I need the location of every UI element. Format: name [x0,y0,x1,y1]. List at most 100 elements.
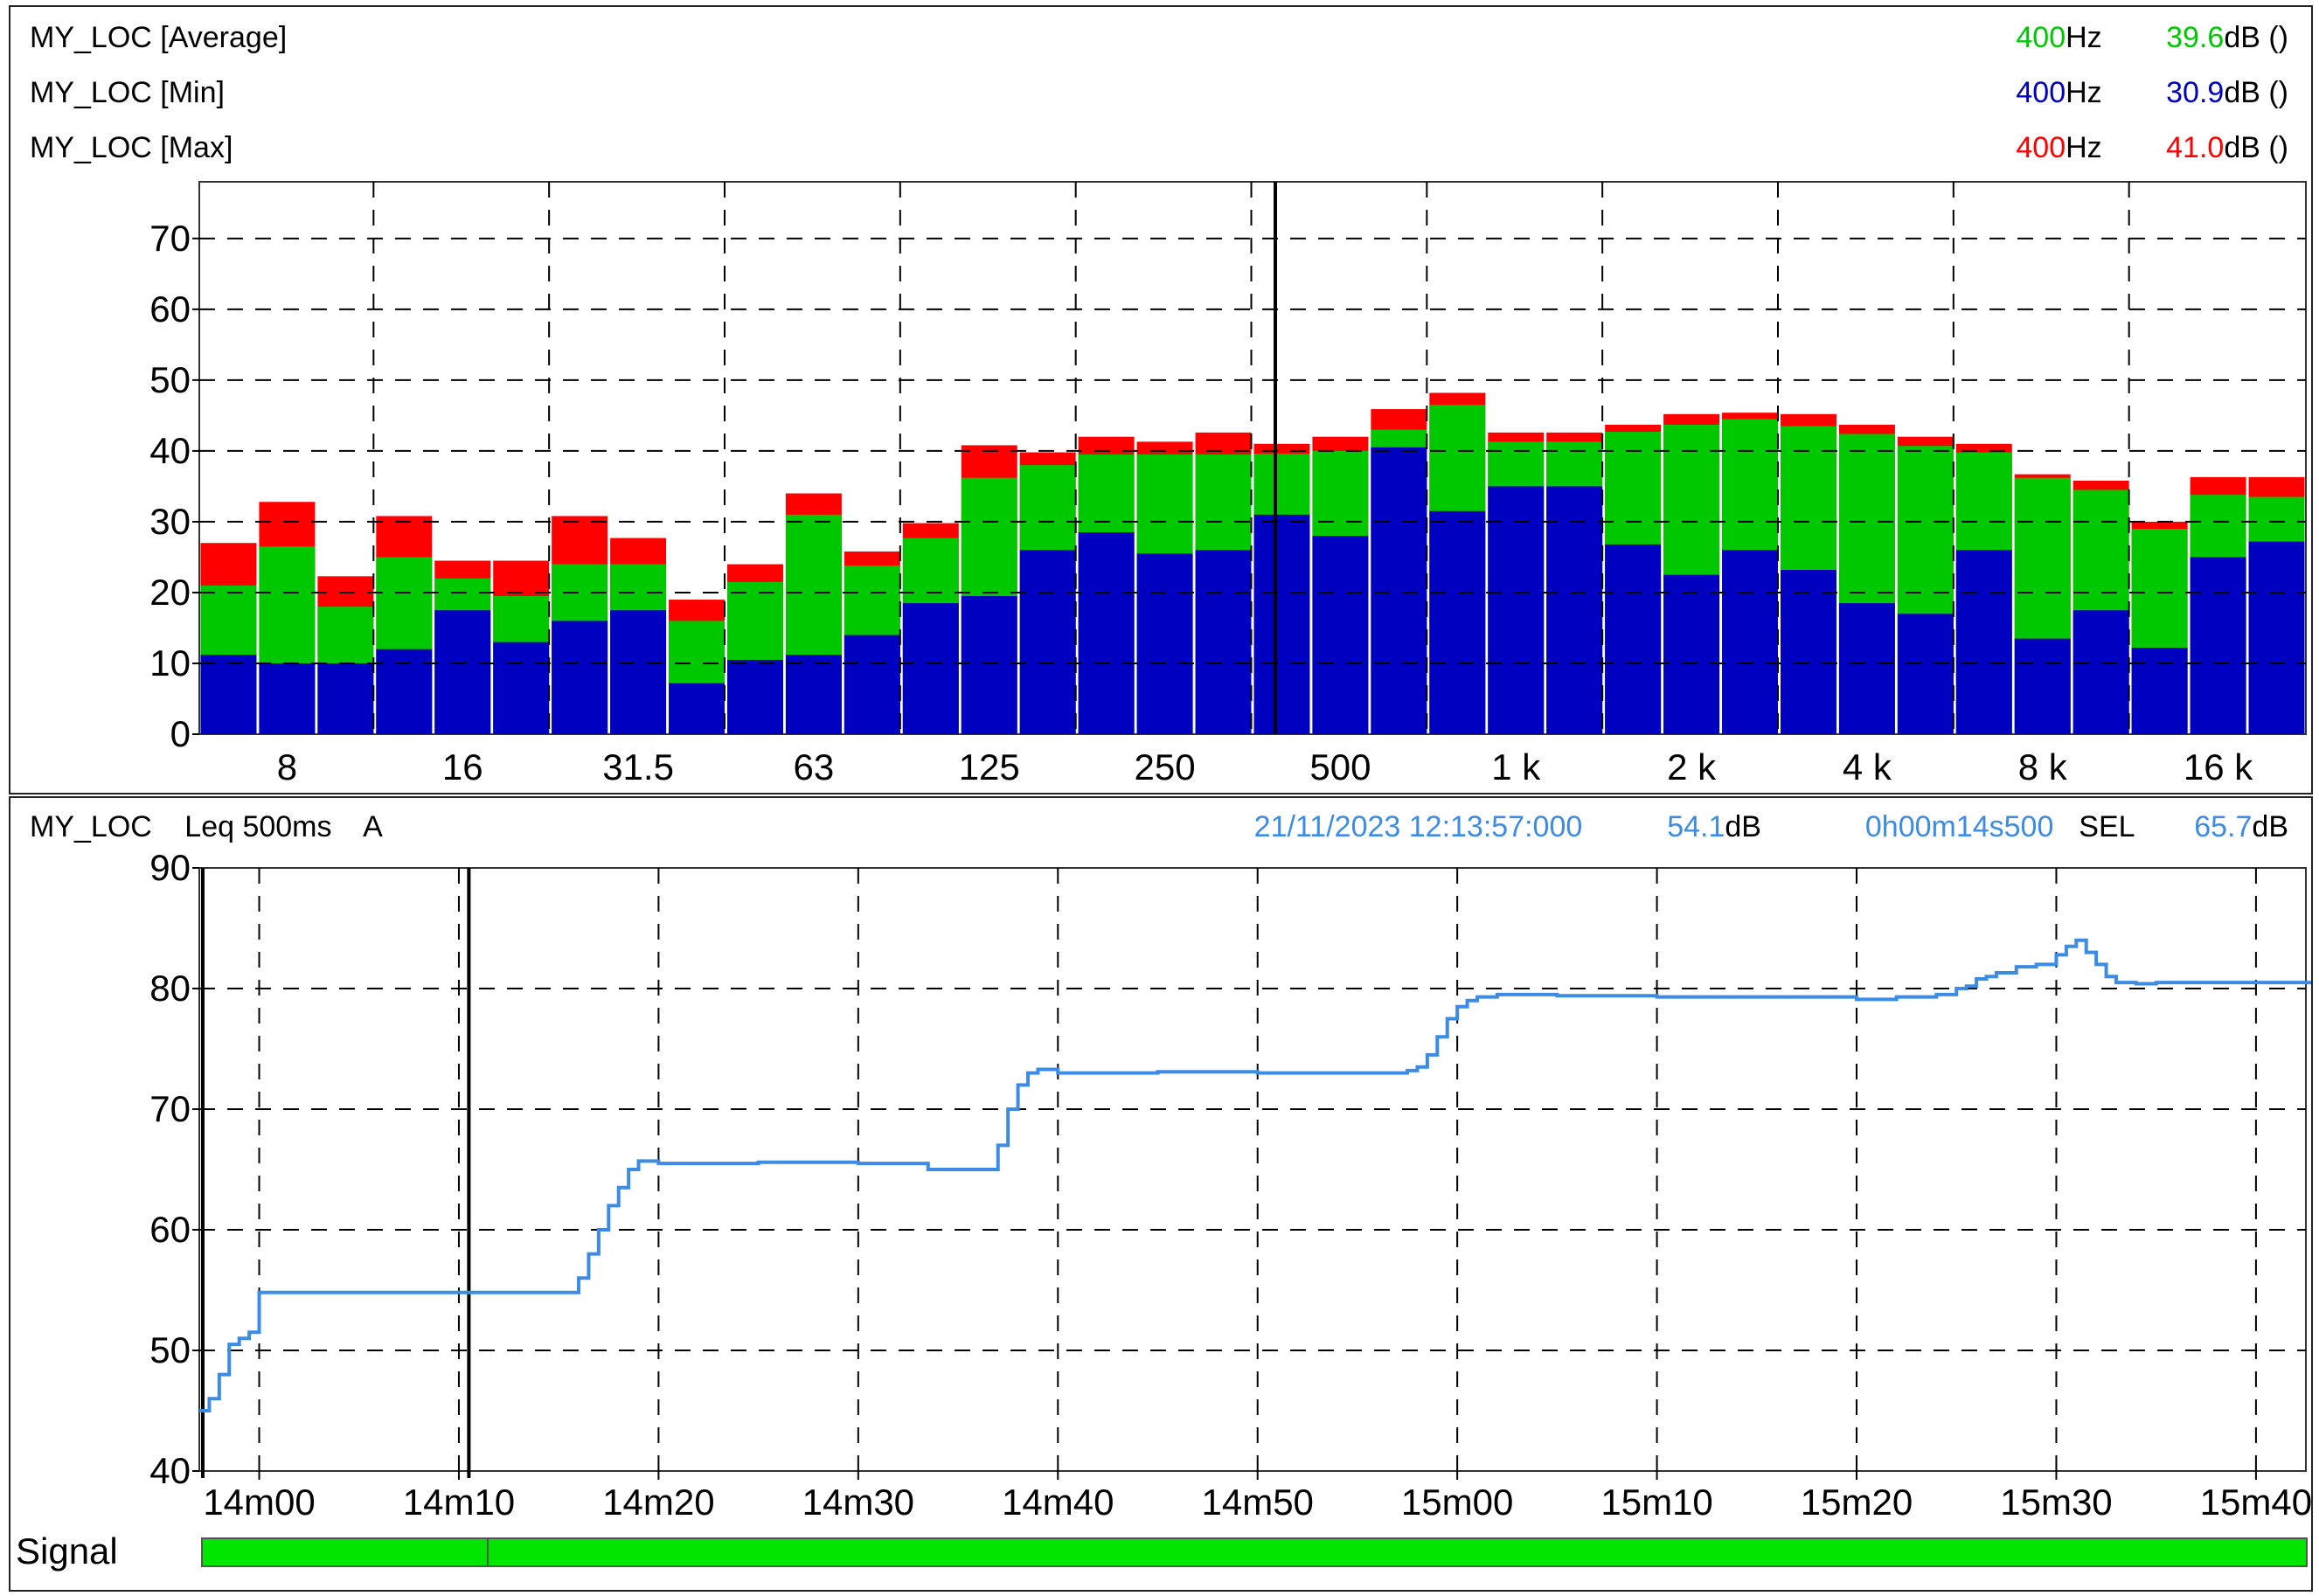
bar-min-12.5k [2131,648,2188,734]
bar-min-100 [902,603,959,734]
bar-min-12.5 [376,649,433,734]
max-freq-unit: Hz [2066,131,2102,164]
bar-min-5k [1897,614,1954,734]
spectrum-ytick-label: 30 [149,501,191,542]
bar-min-2.5k [1722,550,1778,734]
time-ytick-label: 90 [149,847,191,888]
time-history-panel: MY_LOC Leq 500ms A 21/11/2023 12:13:57:0… [9,796,2313,1592]
bar-min-200 [1078,532,1135,734]
average-level: 39.6 [2166,21,2225,54]
spectrum-xtick-label: 63 [794,746,835,788]
spectrum-xtick-label: 1 k [1491,746,1541,788]
spectrum-xtick-label: 16 [442,746,483,788]
bar-min-16k [2190,557,2246,734]
spectrum-xtick-label: 8 k [2018,746,2068,788]
bar-min-3.15k [1781,570,1836,734]
spectrum-ytick-label: 60 [149,288,191,330]
spectrum-ytick-label: 70 [149,218,191,259]
bar-min-315 [1195,550,1252,734]
spectrum-ytick-label: 40 [149,430,191,471]
spectrum-xtick-label: 2 k [1667,746,1717,788]
time-xtick-label: 14m40 [1002,1482,1114,1523]
legend-readout-average: 400Hz 39.6dB () [2016,21,2288,55]
spectrum-xtick-label: 8 [277,746,297,788]
bar-min-800 [1429,510,1486,734]
time-ytick-label: 50 [149,1329,191,1370]
min-level: 30.9 [2166,76,2225,109]
legend-readout-max: 400Hz 41.0dB () [2016,131,2288,165]
spectrum-xtick-label: 500 [1309,746,1371,788]
spectrum-xtick-label: 125 [959,746,1020,788]
spectrum-ytick-label: 50 [149,359,191,400]
bar-min-2k [1663,574,1720,734]
time-xtick-label: 14m10 [403,1482,515,1523]
min-level-unit: dB () [2224,76,2288,109]
spectrum-xtick-label: 16 k [2184,746,2253,788]
time-series-line [199,938,2311,1412]
cursor-timestamp: 21/11/2023 12:13:57:000 [1253,810,1583,843]
spectrum-plot-area [198,181,2307,735]
time-history-chart[interactable]: 40 50 60 70 80 90 14m00 14m10 14m20 14m30 14m40 14m… [10,798,2311,1590]
time-xtick-label: 15m00 [1401,1482,1513,1523]
bar-min-16 [434,610,491,734]
bar-min-160 [1019,550,1076,734]
signal-bar[interactable] [201,1537,2308,1567]
bar-min-1k [1488,486,1545,734]
cursor-level: 54.1 [1667,810,1725,843]
duration-value: 0h00m14s500 [1864,810,2054,843]
time-ytick-label: 60 [149,1209,191,1250]
weighting-label: A [363,810,383,843]
time-history-header-left: MY_LOC Leq 500ms A [30,810,407,844]
bar-min-250 [1136,553,1193,734]
bar-min-4k [1838,603,1895,734]
time-xtick-label: 14m20 [602,1482,714,1523]
bar-min-10 [317,663,374,734]
spectrum-ytick-label: 10 [149,642,191,684]
spectrum-xtick-label: 31.5 [602,746,674,788]
signal-label: Signal [16,1530,118,1572]
sel-unit: dB [2252,810,2288,843]
bar-min-400 [1253,514,1310,734]
time-xtick-label: 15m30 [2000,1482,2112,1523]
time-xtick-label: 15m10 [1600,1482,1712,1523]
signal-bar-cursor [487,1539,489,1565]
time-xtick-label: 14m00 [203,1482,315,1523]
spectrum-ytick-label: 20 [149,572,191,613]
source-label: MY_LOC [30,810,152,843]
sel-value: 65.7 [2194,810,2253,843]
spectrum-panel: MY_LOC [Average] MY_LOC [Min] MY_LOC [Ma… [9,5,2313,795]
time-ytick-label: 80 [149,968,191,1009]
max-freq: 400 [2016,131,2066,164]
average-freq: 400 [2016,21,2066,54]
measure-label: Leq 500ms [184,810,332,843]
bar-min-6.3k [1955,550,2012,734]
legend-label-average: MY_LOC [Average] [30,21,288,54]
bar-min-630 [1371,447,1427,734]
bar-min-1.6k [1605,544,1662,734]
max-level: 41.0 [2166,131,2225,164]
legend-label-min: MY_LOC [Min] [30,76,225,109]
bar-min-1.25k [1546,486,1603,734]
max-level-unit: dB () [2224,131,2288,164]
bar-min-20 [493,642,550,734]
min-freq: 400 [2016,76,2066,109]
time-plot-area [198,867,2307,1472]
bar-min-31.5 [610,610,667,734]
bar-min-125 [961,596,1017,734]
bar-min-10k [2073,610,2129,734]
bar-min-25 [552,621,608,734]
time-xtick-label: 14m50 [1202,1482,1314,1523]
spectrum-xtick-label: 4 k [1843,746,1892,788]
bar-min-50 [727,659,783,734]
legend-label-max: MY_LOC [Max] [30,131,233,164]
spectrum-chart[interactable]: 0 10 20 30 40 50 60 70 8 16 31.5 63 125 250 500 1 k 2 k 4… [10,7,2311,793]
bar-min-6.3 [200,655,257,734]
min-freq-unit: Hz [2066,76,2102,109]
time-xtick-label: 15m20 [1801,1482,1913,1523]
time-ytick-label: 70 [149,1088,191,1129]
bar-min-40 [669,683,725,734]
average-level-unit: dB () [2224,21,2288,54]
time-history-header-right: 21/11/2023 12:13:57:000 54.1 dB 0h00m14s5… [1254,810,2288,844]
bar-min-63 [785,655,842,734]
time-ytick-label: 40 [149,1450,191,1491]
